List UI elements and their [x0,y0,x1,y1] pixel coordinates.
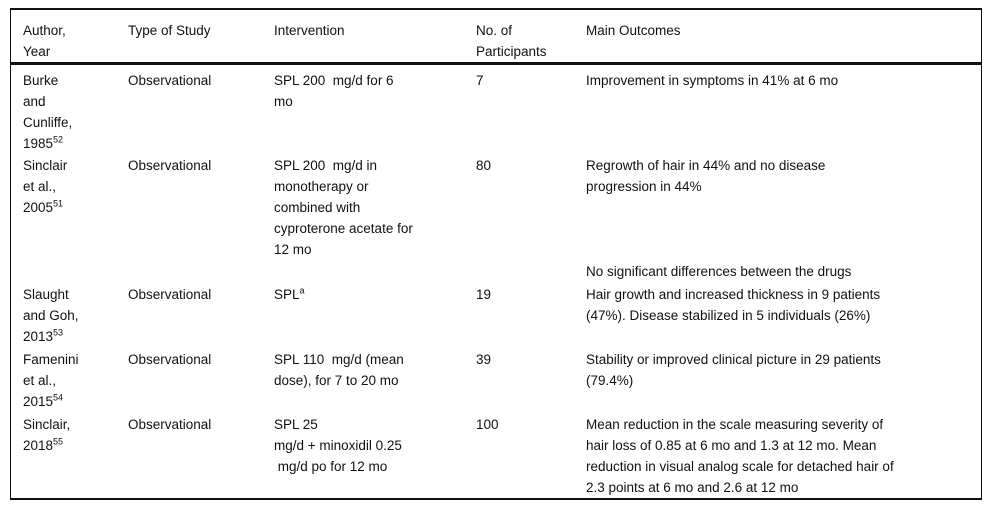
author-year-text: Burke and Cunliffe, 198552 [23,73,73,151]
table-frame: Author, Year Type of Study Intervention … [10,8,982,500]
intervention-text: SPL 25 mg/d + minoxidil 0.25 mg/d po for… [274,416,402,474]
participants-value: 7 [476,73,484,88]
citation-superscript: 52 [53,134,64,145]
outcome-text: Stability or improved clinical picture i… [586,351,881,388]
author-year-cell: Famenini et al., 201554 [11,349,116,414]
intervention-text: SPLa [274,285,305,302]
study-type-cell: Observational [116,64,262,155]
outcomes-cell: Hair growth and increased thickness in 9… [574,284,981,349]
column-header-label: Main Outcomes [586,23,681,38]
study-type-text: Observational [128,351,212,367]
outcomes-cell: Regrowth of hair in 44% and no disease p… [574,155,981,284]
footnote-marker-superscript: a [299,285,305,295]
study-type-cell: Observational [116,155,262,284]
intervention-cell: SPL 110 mg/d (mean dose), for 7 to 20 mo [262,349,464,414]
table-body: Burke and Cunliffe, 198552 Observational… [11,64,981,498]
column-header-author-year: Author, Year [11,10,116,65]
participants-value: 39 [476,351,492,367]
table-header: Author, Year Type of Study Intervention … [11,10,981,65]
author-year-cell: Sinclair et al., 200551 [11,155,116,284]
participants-cell: 19 [464,284,574,349]
participants-cell: 80 [464,155,574,284]
author-year-cell: Burke and Cunliffe, 198552 [11,64,116,155]
outcome-text: Mean reduction in the scale measuring se… [586,416,894,495]
study-table: Author, Year Type of Study Intervention … [11,10,981,498]
author-year-text: Slaught and Goh, 201353 [23,286,79,344]
outcomes-cell: Stability or improved clinical picture i… [574,349,981,414]
outcome-text: Hair growth and increased thickness in 9… [586,286,881,323]
participants-value: 19 [476,286,492,302]
column-header-label: Type of Study [128,23,211,38]
participants-value: 80 [476,157,492,173]
citation-superscript: 54 [53,392,64,402]
outcomes-cell: Improvement in symptoms in 41% at 6 mo [574,64,981,155]
intervention-text: SPL 200 mg/d in monotherapy or combined … [274,157,413,257]
table-row: Slaught and Goh, 201353 Observational SP… [11,284,981,349]
column-header-participants: No. of Participants [464,10,574,65]
study-type-text: Observational [128,286,212,302]
study-type-text: Observational [128,157,212,173]
citation-superscript: 53 [53,327,64,337]
outcome-text: Regrowth of hair in 44% and no disease p… [586,157,826,194]
table-row: Burke and Cunliffe, 198552 Observational… [11,64,981,155]
author-year-text: Sinclair et al., 200551 [23,157,68,215]
participants-cell: 39 [464,349,574,414]
column-header-label: Intervention [274,23,345,38]
intervention-cell: SPL 25 mg/d + minoxidil 0.25 mg/d po for… [262,414,464,498]
intervention-cell: SPL 200 mg/d in monotherapy or combined … [262,155,464,284]
column-header-type-of-study: Type of Study [116,10,262,65]
column-header-label: No. of Participants [476,23,547,59]
table-row: Sinclair, 201855 Observational SPL 25 mg… [11,414,981,498]
study-type-text: Observational [128,416,212,432]
intervention-text: SPL 200 mg/d for 6 mo [274,73,394,109]
column-header-label: Author, Year [23,23,66,59]
intervention-text: SPL 110 mg/d (mean dose), for 7 to 20 mo [274,351,404,388]
study-type-cell: Observational [116,284,262,349]
citation-superscript: 55 [53,436,64,446]
table-row: Sinclair et al., 200551 Observational SP… [11,155,981,284]
column-header-intervention: Intervention [262,10,464,65]
study-type-cell: Observational [116,414,262,498]
intervention-cell: SPLa [262,284,464,349]
author-year-text: Sinclair, 201855 [23,416,71,453]
author-year-cell: Sinclair, 201855 [11,414,116,498]
author-year-cell: Slaught and Goh, 201353 [11,284,116,349]
intervention-cell: SPL 200 mg/d for 6 mo [262,64,464,155]
column-header-main-outcomes: Main Outcomes [574,10,981,65]
outcome-text: Improvement in symptoms in 41% at 6 mo [586,73,839,88]
header-row: Author, Year Type of Study Intervention … [11,10,981,65]
study-type-cell: Observational [116,349,262,414]
participants-cell: 100 [464,414,574,498]
participants-cell: 7 [464,64,574,155]
participants-value: 100 [476,416,499,432]
outcomes-cell: Mean reduction in the scale measuring se… [574,414,981,498]
author-year-text: Famenini et al., 201554 [23,351,79,409]
citation-superscript: 51 [53,198,64,208]
outcome-text-secondary: No significant differences between the d… [586,263,852,279]
table-row: Famenini et al., 201554 Observational SP… [11,349,981,414]
study-type-text: Observational [128,73,212,88]
